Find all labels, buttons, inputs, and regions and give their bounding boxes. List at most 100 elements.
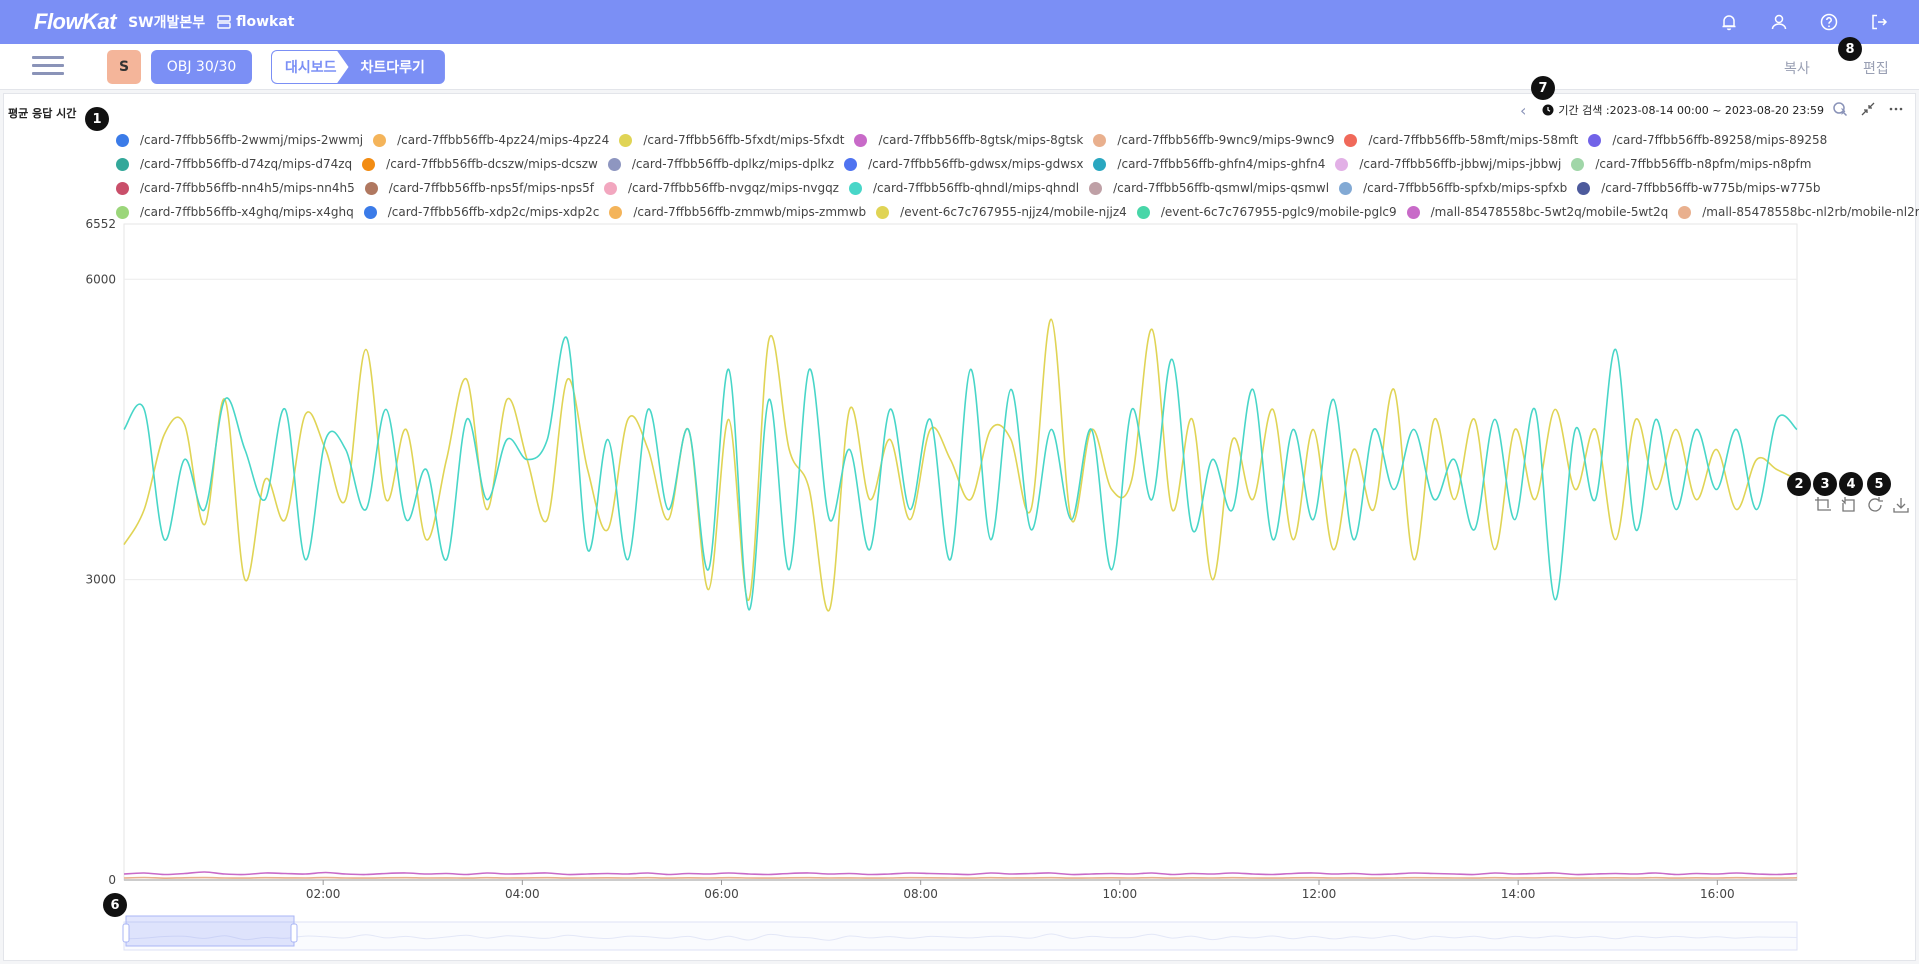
legend-label: /card-7ffbb56ffb-2wwmj/mips-2wwmj — [140, 133, 364, 147]
legend-label: /card-7ffbb56ffb-58mft/mips-58mft — [1368, 133, 1579, 147]
legend-item[interactable]: /card-7ffbb56ffb-9wnc9/mips-9wnc9 — [1093, 133, 1334, 147]
edit-button[interactable]: 편집 — [1863, 61, 1889, 77]
time-range-bar: ‹ 기간 검색 :2023-08-14 00:00 ~ 2023-08-20 2… — [1520, 100, 1846, 120]
legend-swatch — [603, 181, 617, 195]
bell-icon[interactable] — [1719, 12, 1739, 32]
legend-item[interactable]: /card-7ffbb56ffb-n8pfm/mips-n8pfm — [1571, 157, 1811, 171]
legend-swatch — [364, 181, 378, 195]
legend-swatch — [848, 181, 862, 195]
legend-item[interactable]: /card-7ffbb56ffb-zmmwb/mips-zmmwb — [609, 205, 866, 219]
legend-label: /card-7ffbb56ffb-x4ghq/mips-x4ghq — [140, 205, 354, 219]
legend-swatch — [609, 205, 623, 219]
legend-item[interactable]: /card-7ffbb56ffb-ghfn4/mips-ghfn4 — [1093, 157, 1325, 171]
refresh-icon[interactable] — [1866, 496, 1884, 514]
legend-label: /card-7ffbb56ffb-zmmwb/mips-zmmwb — [633, 205, 867, 219]
legend-item[interactable]: /card-7ffbb56ffb-d74zq/mips-d74zq — [116, 157, 352, 171]
legend-item[interactable]: /card-7ffbb56ffb-nvgqz/mips-nvgqz — [603, 181, 839, 195]
marker-2: 2 — [1787, 472, 1811, 496]
legend-item[interactable]: /mall-85478558bc-5wt2q/mobile-5wt2q — [1406, 205, 1668, 219]
legend-item[interactable]: /card-7ffbb56ffb-jbbwj/mips-jbbwj — [1335, 157, 1561, 171]
legend-item[interactable]: /card-7ffbb56ffb-8gtsk/mips-8gtsk — [854, 133, 1083, 147]
legend-item[interactable]: /card-7ffbb56ffb-gdwsx/mips-gdwsx — [844, 157, 1083, 171]
legend-item[interactable]: /card-7ffbb56ffb-x4ghq/mips-x4ghq — [116, 205, 354, 219]
x-tick-label: 06:00 — [704, 887, 739, 901]
navigator-handle[interactable] — [290, 923, 298, 943]
legend-item[interactable]: /card-7ffbb56ffb-spfxb/mips-spfxb — [1339, 181, 1567, 195]
legend-item[interactable]: /card-7ffbb56ffb-dplkz/mips-dplkz — [607, 157, 834, 171]
legend-row: /card-7ffbb56ffb-2wwmj/mips-2wwmj/card-7… — [116, 128, 1896, 152]
legend-swatch — [1339, 181, 1353, 195]
legend-swatch — [844, 157, 858, 171]
series-line — [123, 336, 1798, 611]
app-logo[interactable]: FlowKat — [34, 9, 117, 34]
legend-item[interactable]: /card-7ffbb56ffb-nps5f/mips-nps5f — [364, 181, 594, 195]
legend-item[interactable]: /card-7ffbb56ffb-qsmwl/mips-qsmwl — [1089, 181, 1329, 195]
x-tick-label: 02:00 — [306, 887, 341, 901]
more-icon[interactable] — [1888, 101, 1904, 117]
legend-label: /card-7ffbb56ffb-nvgqz/mips-nvgqz — [627, 181, 839, 195]
legend-label: /event-6c7c767955-pglc9/mobile-pglc9 — [1160, 205, 1397, 219]
marker-3: 3 — [1813, 472, 1837, 496]
time-range-label[interactable]: 기간 검색 :2023-08-14 00:00 ~ 2023-08-20 23:… — [1558, 104, 1825, 117]
x-tick-label: 04:00 — [505, 887, 540, 901]
logout-icon[interactable] — [1869, 12, 1889, 32]
legend-swatch — [1136, 205, 1150, 219]
legend-swatch — [116, 157, 129, 171]
legend-label: /card-7ffbb56ffb-ghfn4/mips-ghfn4 — [1117, 157, 1326, 171]
legend-item[interactable]: /card-7ffbb56ffb-89258/mips-89258 — [1588, 133, 1827, 147]
legend-label: /card-7ffbb56ffb-4pz24/mips-4pz24 — [397, 133, 610, 147]
legend-label: /card-7ffbb56ffb-9wnc9/mips-9wnc9 — [1117, 133, 1335, 147]
legend-item[interactable]: /card-7ffbb56ffb-5fxdt/mips-5fxdt — [619, 133, 844, 147]
org-name[interactable]: SW개발본부 — [128, 15, 206, 31]
legend-swatch — [1089, 181, 1103, 195]
legend-row: /card-7ffbb56ffb-d74zq/mips-d74zq/card-7… — [116, 152, 1896, 176]
legend-item[interactable]: /event-6c7c767955-pglc9/mobile-pglc9 — [1136, 205, 1397, 219]
plot-area — [123, 223, 1798, 881]
navigator-preview — [123, 933, 1798, 941]
server-icon — [217, 15, 231, 29]
navigator-handle[interactable] — [122, 923, 130, 943]
legend-item[interactable]: /card-7ffbb56ffb-58mft/mips-58mft — [1344, 133, 1578, 147]
project-selector[interactable]: flowkat — [217, 14, 295, 30]
help-icon[interactable] — [1819, 12, 1839, 32]
copy-button[interactable]: 복사 — [1784, 61, 1810, 77]
legend-swatch — [362, 157, 376, 171]
legend-label: /card-7ffbb56ffb-nps5f/mips-nps5f — [388, 181, 594, 195]
marker-1: 1 — [85, 107, 109, 131]
legend-item[interactable]: /card-7ffbb56ffb-2wwmj/mips-2wwmj — [116, 133, 363, 147]
prev-range-icon[interactable]: ‹ — [1520, 100, 1527, 120]
user-icon[interactable] — [1769, 12, 1789, 32]
x-tick-label: 08:00 — [903, 887, 938, 901]
breadcrumb-dashboard[interactable]: 대시보드 — [271, 50, 349, 84]
y-tick-label: 3000 — [85, 573, 116, 587]
legend-label: /card-7ffbb56ffb-gdwsx/mips-gdwsx — [868, 157, 1084, 171]
legend-item[interactable]: /card-7ffbb56ffb-w775b/mips-w775b — [1577, 181, 1820, 195]
server-badge[interactable]: S — [107, 50, 141, 84]
legend-swatch — [1588, 133, 1602, 147]
marker-5: 5 — [1867, 472, 1891, 496]
crop-zoom-icon[interactable] — [1814, 496, 1832, 514]
series-line — [123, 876, 1798, 880]
legend-item[interactable]: /card-7ffbb56ffb-nn4h5/mips-nn4h5 — [116, 181, 355, 195]
zoom-reset-icon[interactable] — [1840, 496, 1858, 514]
download-icon[interactable] — [1892, 496, 1910, 514]
navigator-selection — [125, 915, 295, 947]
legend-item[interactable]: /mall-85478558bc-nl2rb/mobile-nl2rb — [1678, 205, 1919, 219]
legend-label: /card-7ffbb56ffb-w775b/mips-w775b — [1601, 181, 1821, 195]
hamburger-menu-icon[interactable] — [32, 56, 64, 78]
legend-item[interactable]: /card-7ffbb56ffb-qhndl/mips-qhndl — [848, 181, 1079, 195]
series-line — [123, 318, 1798, 612]
breadcrumb-chart-handling[interactable]: 차트다루기 — [336, 50, 445, 84]
legend-item[interactable]: /card-7ffbb56ffb-4pz24/mips-4pz24 — [373, 133, 609, 147]
marker-7: 7 — [1531, 76, 1555, 100]
collapse-icon[interactable] — [1860, 101, 1876, 117]
obj-count-button[interactable]: OBJ 30/30 — [151, 50, 252, 84]
legend-swatch — [1577, 181, 1591, 195]
legend-item[interactable]: /event-6c7c767955-njjz4/mobile-njjz4 — [876, 205, 1127, 219]
legend-label: /card-7ffbb56ffb-spfxb/mips-spfxb — [1363, 181, 1568, 195]
search-icon[interactable] — [1832, 101, 1848, 117]
legend-label: /card-7ffbb56ffb-dcszw/mips-dcszw — [386, 157, 598, 171]
panel-tools — [1832, 101, 1904, 117]
legend-item[interactable]: /card-7ffbb56ffb-dcszw/mips-dcszw — [362, 157, 598, 171]
legend-item[interactable]: /card-7ffbb56ffb-xdp2c/mips-xdp2c — [363, 205, 599, 219]
